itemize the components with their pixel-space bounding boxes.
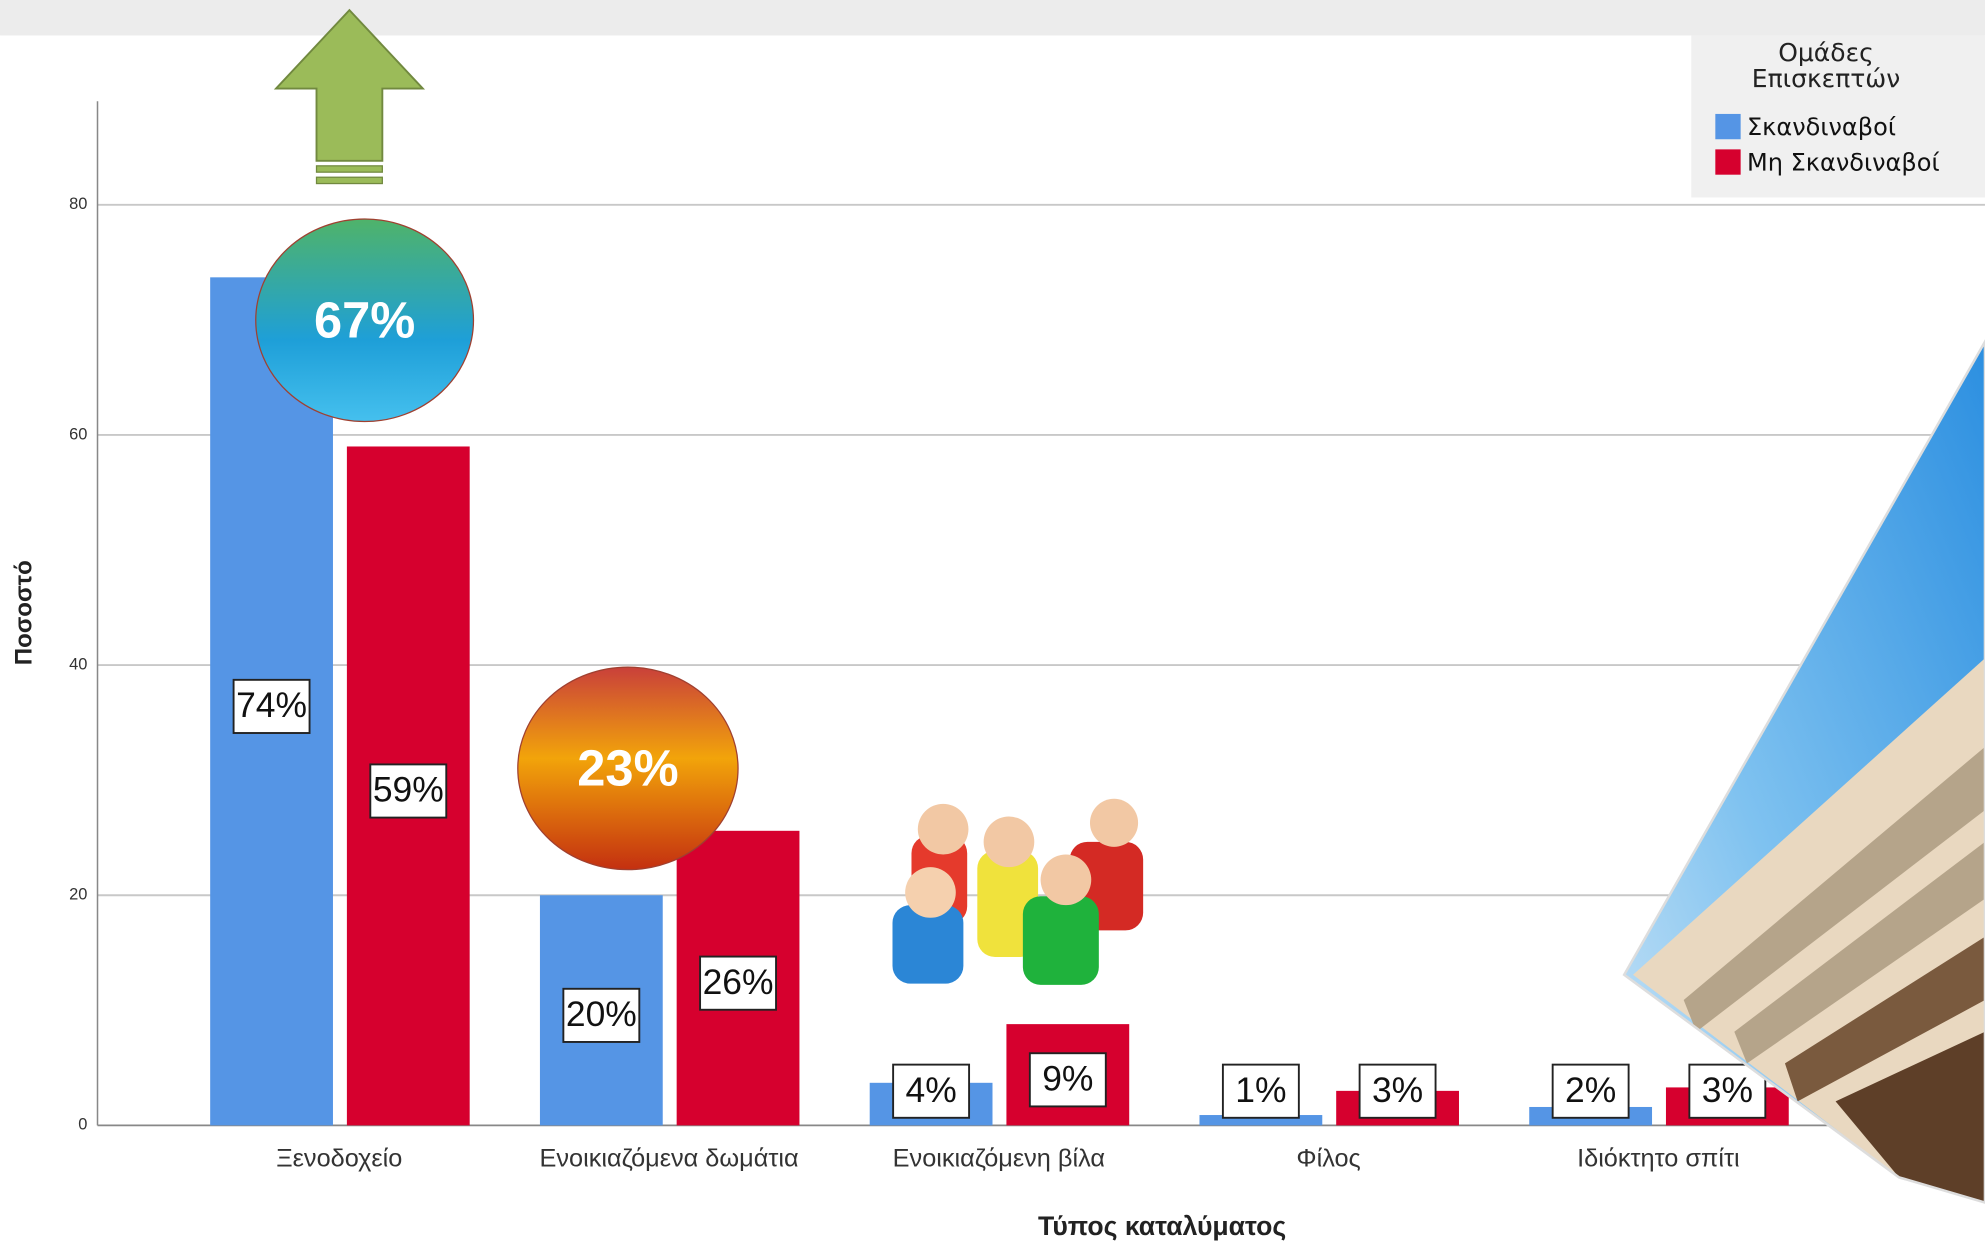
legend-swatch <box>1715 149 1740 174</box>
value-label: 74% <box>236 685 307 725</box>
value-label: 4% <box>905 1070 956 1110</box>
y-tick-label: 20 <box>69 886 87 904</box>
page: 0 20 40 60 80 Ξενοδοχείο 74% 59% Ενοικιαζόμενα … <box>0 0 1985 1254</box>
chart: 0 20 40 60 80 Ξενοδοχείο 74% 59% Ενοικιαζόμενα … <box>0 0 1985 1254</box>
value-label: 3% <box>1702 1070 1753 1110</box>
value-label: 2% <box>1565 1070 1616 1110</box>
kids-photo <box>892 799 1143 985</box>
x-tick-label: Ενοικιαζόμενα δωμάτια <box>540 1144 799 1172</box>
value-label: 3% <box>1372 1070 1423 1110</box>
legend-swatch <box>1715 114 1740 139</box>
legend-label: Σκανδιναβοί <box>1747 113 1896 141</box>
annotation: 23% <box>577 740 678 797</box>
value-label: 26% <box>703 962 774 1002</box>
legend-title: Ομάδες Επισκεπτών <box>1736 40 1916 92</box>
arrow-icon <box>276 10 423 183</box>
y-axis-label: Ποσοστό <box>11 560 38 665</box>
value-label: 59% <box>373 770 444 810</box>
y-tick-label: 0 <box>78 1116 87 1134</box>
x-tick-label: Φίλος <box>1296 1144 1360 1172</box>
x-tick-label: Ιδιόκτητο σπίτι <box>1577 1144 1740 1172</box>
top-band <box>0 0 1985 35</box>
value-label: 20% <box>566 994 637 1034</box>
x-tick-label: Ξενοδοχείο <box>276 1144 402 1172</box>
x-tick-label: Ενοικιαζόμενη βίλα <box>893 1144 1105 1172</box>
y-tick-label: 40 <box>69 655 87 673</box>
y-tick-label: 60 <box>69 425 87 443</box>
annotation: 67% <box>314 291 415 348</box>
value-label: 1% <box>1235 1070 1286 1110</box>
y-tick-label: 80 <box>69 195 87 213</box>
building-photo <box>1620 329 1985 1215</box>
legend-label: Μη Σκανδιναβοί <box>1747 148 1940 176</box>
value-label: 9% <box>1042 1058 1093 1098</box>
x-axis-label: Τύπος καταλύματος <box>1038 1211 1286 1241</box>
